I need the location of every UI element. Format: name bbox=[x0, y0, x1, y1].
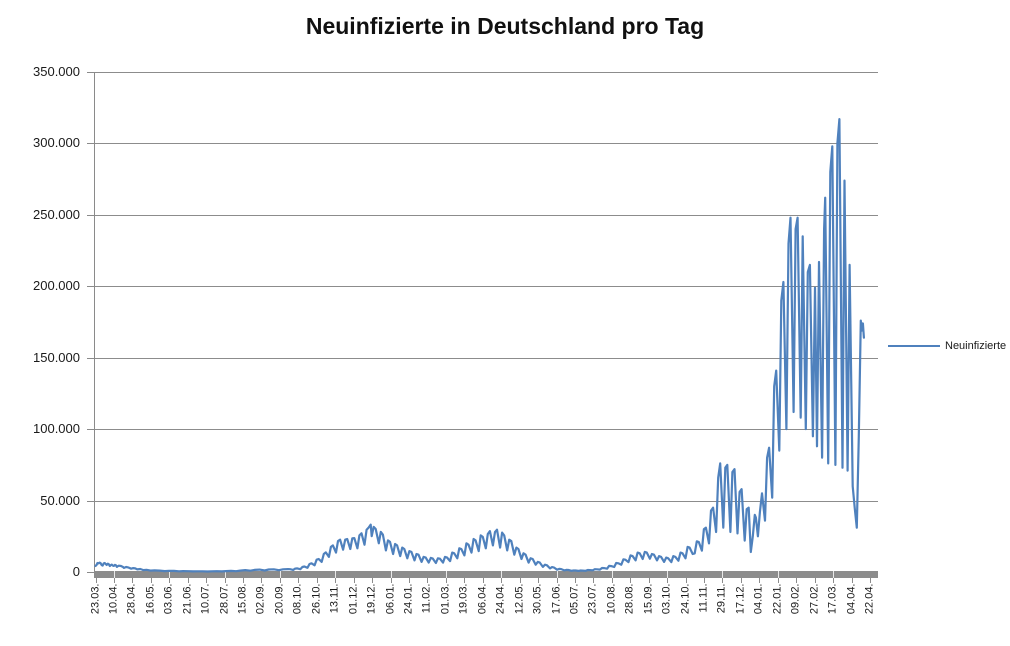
x-axis-tick bbox=[870, 578, 871, 583]
x-axis-band-notch bbox=[612, 571, 613, 578]
gridline bbox=[94, 501, 878, 502]
x-axis-band-notch bbox=[114, 571, 115, 578]
x-axis-tick bbox=[483, 578, 484, 583]
x-axis-tick bbox=[188, 578, 189, 583]
y-axis-label: 100.000 bbox=[33, 421, 80, 436]
x-axis-band-notch bbox=[557, 571, 558, 578]
x-axis-tick bbox=[630, 578, 631, 583]
x-axis-tick bbox=[557, 578, 558, 583]
x-axis-band-notch bbox=[225, 571, 226, 578]
y-axis-tick bbox=[87, 572, 94, 573]
y-axis-label: 50.000 bbox=[40, 493, 80, 508]
x-axis-tick bbox=[501, 578, 502, 583]
legend-series-label: Neuinfizierte bbox=[945, 340, 1007, 352]
x-axis-tick bbox=[464, 578, 465, 583]
y-axis-label: 200.000 bbox=[33, 278, 80, 293]
x-axis-tick bbox=[261, 578, 262, 583]
x-axis-tick bbox=[741, 578, 742, 583]
legend[interactable]: Neuinfizierte bbox=[888, 339, 1006, 353]
x-axis-tick bbox=[759, 578, 760, 583]
x-axis-tick bbox=[704, 578, 705, 583]
x-axis-tick bbox=[151, 578, 152, 583]
legend-line-sample bbox=[888, 345, 940, 347]
x-axis-tick bbox=[649, 578, 650, 583]
y-axis-tick bbox=[87, 429, 94, 430]
y-axis-tick bbox=[87, 501, 94, 502]
x-axis-tick bbox=[520, 578, 521, 583]
x-axis-tick bbox=[298, 578, 299, 583]
x-axis-band-notch bbox=[833, 571, 834, 578]
x-axis-band-notch bbox=[778, 571, 779, 578]
x-axis-tick bbox=[409, 578, 410, 583]
x-axis-band-notch bbox=[722, 571, 723, 578]
x-axis-tick bbox=[114, 578, 115, 583]
x-axis-band-notch bbox=[667, 571, 668, 578]
y-axis-tick bbox=[87, 215, 94, 216]
y-axis-label: 0 bbox=[72, 564, 80, 579]
x-axis-band-notch bbox=[446, 571, 447, 578]
gridline bbox=[94, 286, 878, 287]
x-axis-tick bbox=[446, 578, 447, 583]
x-axis-tick bbox=[538, 578, 539, 583]
x-axis-band-notch bbox=[169, 571, 170, 578]
y-axis-tick bbox=[87, 143, 94, 144]
y-axis-tick bbox=[87, 286, 94, 287]
x-axis-tick bbox=[575, 578, 576, 583]
x-axis-band bbox=[94, 571, 878, 578]
x-axis-tick bbox=[317, 578, 318, 583]
x-axis-band-notch bbox=[391, 571, 392, 578]
x-axis-tick bbox=[96, 578, 97, 583]
x-axis-tick bbox=[354, 578, 355, 583]
x-axis-tick bbox=[391, 578, 392, 583]
y-axis-label: 250.000 bbox=[33, 207, 80, 222]
gridline bbox=[94, 143, 878, 144]
x-axis-tick bbox=[833, 578, 834, 583]
x-axis-tick bbox=[206, 578, 207, 583]
x-axis-tick bbox=[778, 578, 779, 583]
y-axis-tick bbox=[87, 72, 94, 73]
x-axis-tick bbox=[593, 578, 594, 583]
y-axis-tick bbox=[87, 358, 94, 359]
y-axis-label: 300.000 bbox=[33, 135, 80, 150]
x-axis-band-notch bbox=[501, 571, 502, 578]
chart-title[interactable]: Neuinfizierte in Deutschland pro Tag bbox=[305, 13, 705, 39]
x-axis-tick bbox=[722, 578, 723, 583]
x-axis-band-notch bbox=[335, 571, 336, 578]
gridline bbox=[94, 215, 878, 216]
y-axis-label: 150.000 bbox=[33, 350, 80, 365]
x-axis-tick bbox=[225, 578, 226, 583]
y-axis-label: 350.000 bbox=[33, 64, 80, 79]
x-axis-tick bbox=[280, 578, 281, 583]
x-axis-tick bbox=[686, 578, 687, 583]
x-axis-tick bbox=[243, 578, 244, 583]
x-axis-tick bbox=[372, 578, 373, 583]
x-axis-tick bbox=[169, 578, 170, 583]
x-axis-tick bbox=[852, 578, 853, 583]
x-axis-tick bbox=[796, 578, 797, 583]
x-axis-tick bbox=[667, 578, 668, 583]
x-axis-band-notch bbox=[280, 571, 281, 578]
x-axis-tick bbox=[815, 578, 816, 583]
series-line-neuinfizierte[interactable] bbox=[94, 117, 866, 573]
gridline bbox=[94, 72, 878, 73]
gridline bbox=[94, 358, 878, 359]
x-axis-tick bbox=[427, 578, 428, 583]
gridline bbox=[94, 429, 878, 430]
y-axis-line bbox=[94, 72, 95, 578]
x-axis-tick bbox=[132, 578, 133, 583]
x-axis-tick bbox=[335, 578, 336, 583]
x-axis-tick bbox=[612, 578, 613, 583]
